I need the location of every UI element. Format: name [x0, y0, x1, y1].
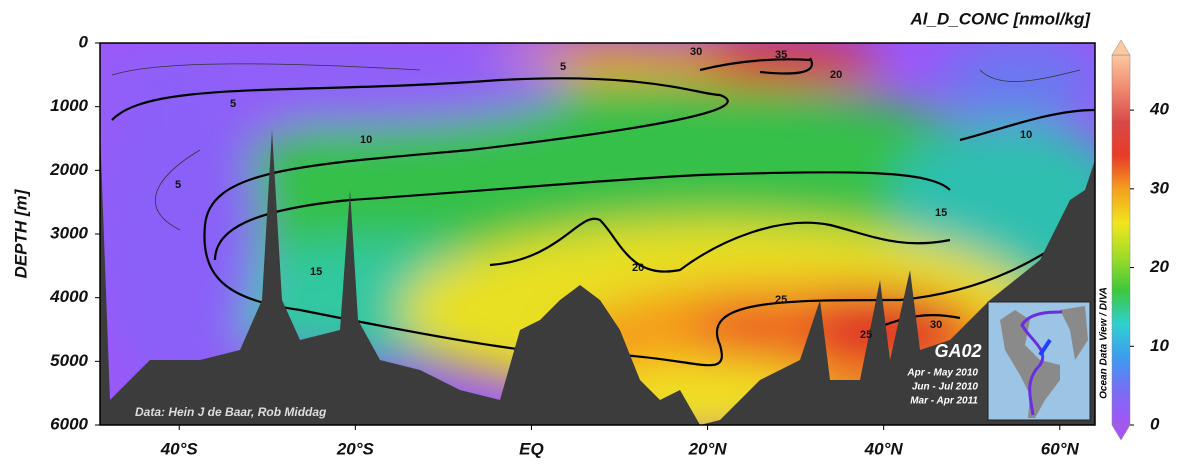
contour-label: 10	[360, 134, 372, 146]
x-tick-label: 60°N	[1041, 439, 1080, 458]
colorbar-tick-label: 20	[1149, 257, 1169, 276]
x-tick-label: 40°S	[160, 439, 199, 458]
x-tick-label: EQ	[519, 439, 544, 458]
bathymetry	[100, 130, 1095, 425]
y-axis-label: DEPTH [m]	[11, 188, 30, 278]
colorbar-tick-label: 10	[1150, 336, 1169, 355]
period: Mar - Apr 2011	[910, 396, 978, 407]
y-tick-label: 1000	[50, 96, 88, 115]
credit: Data: Hein J de Baar, Rob Middag	[135, 405, 327, 419]
chart-title: Al_D_CONC [nmol/kg]	[910, 9, 1092, 28]
contour-label: 15	[310, 266, 322, 278]
side-note: Ocean Data View / DIVA	[1099, 287, 1110, 399]
colorbar-tip	[1111, 39, 1131, 56]
cruise-label: GA02	[934, 341, 981, 361]
contour-label: 20	[632, 262, 644, 274]
contour-label: 5	[560, 61, 566, 73]
x-tick-label: 20°N	[688, 439, 728, 458]
colorbar	[1111, 54, 1131, 426]
contour-label: 25	[775, 294, 787, 306]
contour-label: 30	[690, 46, 702, 58]
y-tick-label: 5000	[50, 351, 88, 370]
inset-map	[987, 301, 1091, 421]
contour-label: 10	[1020, 129, 1032, 141]
contour-label: 30	[930, 319, 942, 331]
colorbar-tick-label: 0	[1150, 414, 1160, 433]
contour-label: 25	[860, 329, 872, 341]
x-tick-label: 20°S	[336, 439, 375, 458]
colorbar-tip	[1111, 424, 1131, 441]
period: Apr - May 2010	[906, 368, 978, 379]
y-tick-label: 2000	[49, 160, 88, 179]
y-tick-label: 6000	[50, 414, 88, 433]
colorbar-tick-label: 40	[1149, 100, 1169, 119]
x-tick-label: 40°N	[864, 439, 904, 458]
period: Jun - Jul 2010	[912, 382, 979, 393]
y-tick-label: 4000	[49, 287, 88, 306]
y-tick-label: 0	[79, 32, 89, 51]
contour-label: 5	[175, 179, 181, 191]
colorbar-tick-label: 30	[1150, 178, 1169, 197]
field	[100, 43, 1095, 425]
contour-label: 20	[830, 69, 842, 81]
y-tick-label: 3000	[50, 223, 88, 242]
contour-label: 5	[230, 98, 236, 110]
contour-label: 35	[775, 49, 787, 61]
contour-label: 15	[935, 207, 947, 219]
